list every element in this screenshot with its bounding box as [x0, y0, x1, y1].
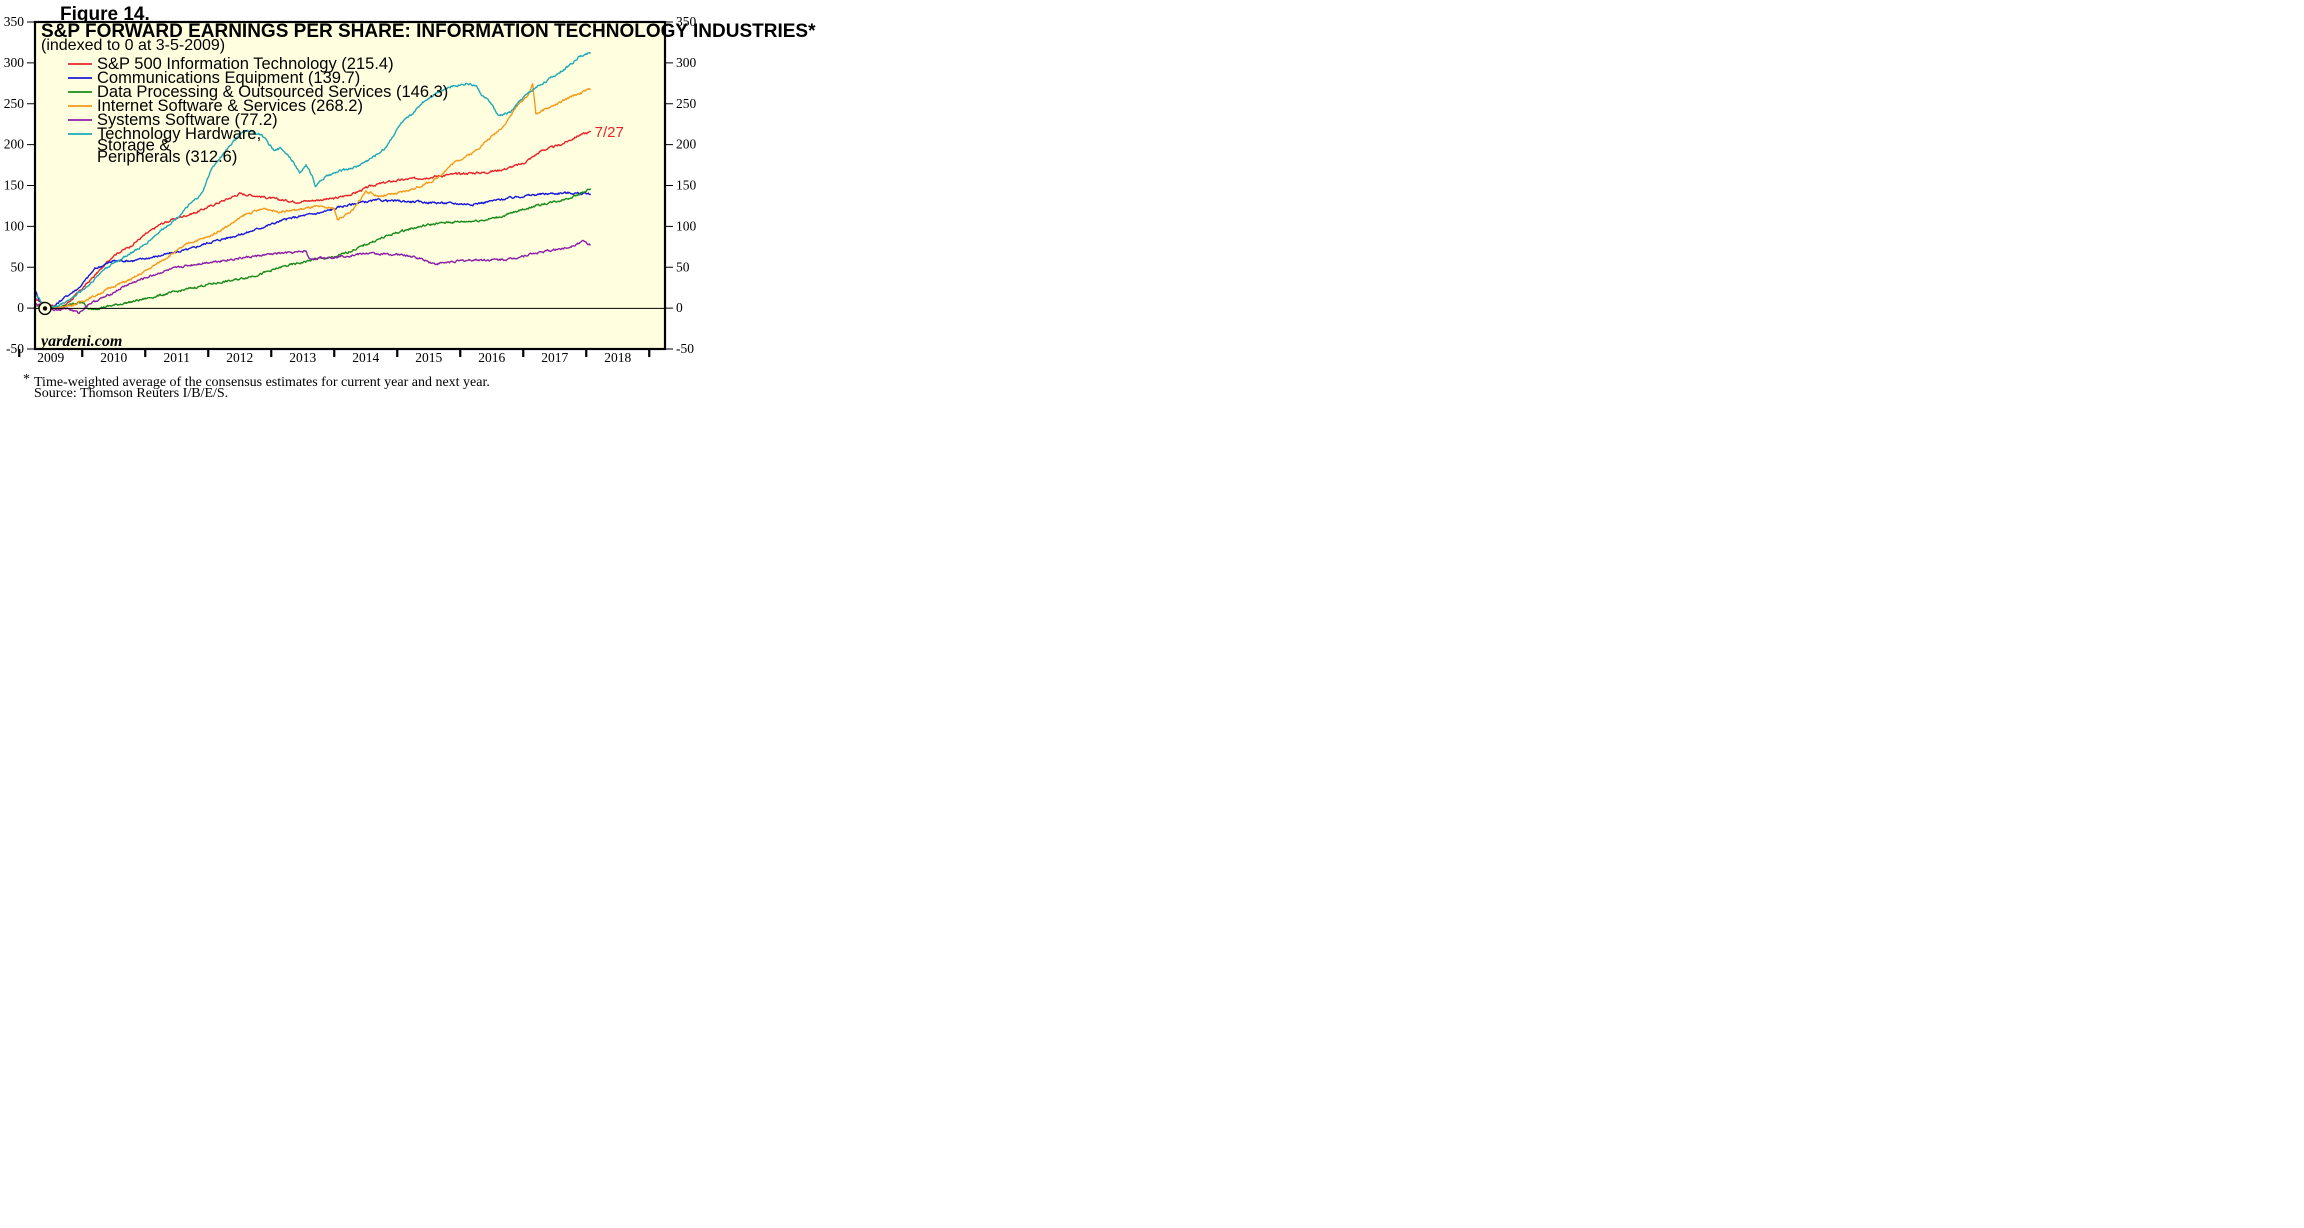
x-tick-label: 2010: [100, 350, 127, 365]
legend-label: Technology Hardware, Storage & Peripherals…: [97, 125, 261, 166]
y-tick-label-left: 50: [11, 259, 25, 274]
y-tick-label-left: 150: [4, 178, 25, 193]
y-tick-label-right: 250: [676, 96, 697, 111]
legend-label: Internet Software & Services (268.2): [97, 97, 363, 115]
chart-subtitle: (indexed to 0 at 3-5-2009): [41, 37, 225, 54]
y-tick-label-right: 200: [676, 137, 697, 152]
footnote-line-1: Time-weighted average of the consensus e…: [34, 375, 490, 390]
y-tick-label-left: 200: [4, 137, 25, 152]
y-tick-label-right: 50: [676, 259, 690, 274]
x-tick-label: 2015: [415, 350, 442, 365]
y-tick-label-left: 250: [4, 96, 25, 111]
y-tick-label-right: 350: [676, 14, 697, 29]
footnote-line-2: Source: Thomson Reuters I/B/E/S.: [34, 386, 228, 401]
y-tick-label-right: 0: [676, 300, 683, 315]
origin-marker: [38, 301, 52, 316]
footnote-marker: *: [23, 372, 30, 387]
right-y-axis: -50 0 50 100 150 200 250 300 350: [665, 14, 697, 356]
watermark: yardeni.com: [39, 333, 122, 350]
legend-label: Systems Software (77.2): [97, 111, 278, 129]
x-tick-label: 2011: [164, 350, 191, 365]
y-tick-label-right: 150: [676, 178, 697, 193]
x-tick-label: 2017: [541, 350, 568, 365]
x-tick-label: 2013: [289, 350, 316, 365]
legend-label: S&P 500 Information Technology (215.4): [97, 55, 394, 73]
y-tick-label-right: -50: [676, 341, 694, 356]
y-tick-label-left: 300: [4, 55, 25, 70]
end-date-label: 7/27: [595, 124, 624, 141]
series-line: [34, 51, 592, 309]
legend-label: Data Processing & Outsourced Services (1…: [97, 83, 448, 101]
series-line: [34, 83, 592, 310]
y-tick-label-left: -50: [6, 341, 24, 356]
plot-background: [35, 22, 665, 349]
series-line: [34, 191, 592, 310]
y-tick-label-right: 100: [676, 218, 697, 233]
series-line: [34, 188, 592, 311]
y-tick-label-left: 350: [4, 14, 25, 29]
x-axis: 2009 2010 2011 2012 2013 2014 2015 2016 2017 2018: [18, 349, 651, 365]
legend: S&P 500 Information Technology (215.4)Co…: [68, 55, 448, 166]
x-tick-label: 2014: [352, 350, 379, 365]
y-tick-label-left: 0: [17, 300, 24, 315]
x-tick-label: 2016: [478, 350, 505, 365]
series-layer: [34, 51, 592, 315]
x-tick-label: 2018: [604, 350, 631, 365]
figure-label: Figure 14.: [60, 4, 150, 25]
series-line: [34, 239, 591, 315]
legend-label: Communications Equipment (139.7): [97, 69, 360, 87]
y-tick-label-left: 100: [4, 218, 25, 233]
y-tick-label-right: 300: [676, 55, 697, 70]
left-y-axis: -50 0 50 100 150 200 250 300 350: [4, 14, 35, 356]
chart-title: S&P FORWARD EARNINGS PER SHARE: INFORMAT…: [41, 21, 816, 42]
series-line: [34, 130, 592, 310]
x-tick-label: 2009: [37, 350, 64, 365]
x-tick-label: 2012: [226, 350, 253, 365]
